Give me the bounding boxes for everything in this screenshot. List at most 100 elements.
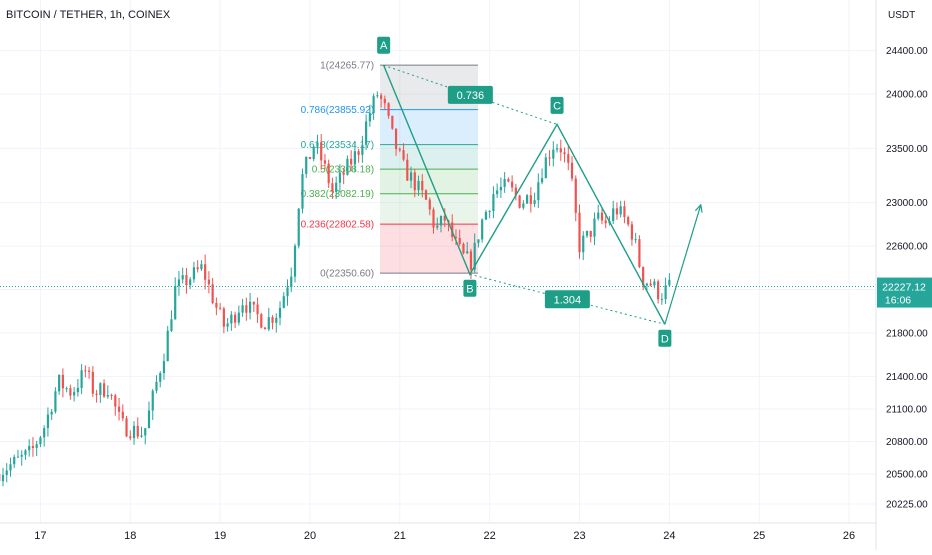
candle-body <box>350 159 352 165</box>
time-tick-label: 24 <box>663 530 675 542</box>
candle-body <box>227 323 229 326</box>
price-tick-label: 20500.00 <box>886 470 928 481</box>
candle-body <box>575 179 577 213</box>
candle-body <box>316 142 318 146</box>
candle-body <box>268 317 270 329</box>
candle-body <box>309 157 311 159</box>
candle-body <box>578 213 580 253</box>
candle-body <box>380 95 382 99</box>
fib-level-label: 0(22350.60) <box>320 269 374 280</box>
candle-body <box>567 154 569 163</box>
candle-body <box>605 220 607 223</box>
candle-body <box>133 426 135 438</box>
point-label: D <box>661 333 669 345</box>
projection-arrow-line[interactable] <box>665 205 701 324</box>
candle-body <box>492 194 494 211</box>
candle-body <box>635 239 637 240</box>
candle-body <box>107 395 109 397</box>
candle-body <box>122 412 124 419</box>
candle-body <box>571 163 573 179</box>
candle-body <box>369 113 371 121</box>
candle-body <box>665 285 667 299</box>
price-tick-label: 21800.00 <box>886 328 928 339</box>
candle-body <box>533 200 535 204</box>
candle-body <box>260 314 262 327</box>
candle-body <box>66 388 68 389</box>
candle-body <box>208 280 210 285</box>
candle-body <box>324 160 326 163</box>
candle-body <box>631 224 633 239</box>
candle-body <box>481 220 483 240</box>
candle-body <box>271 317 273 323</box>
last-price-value: 22227.12 <box>882 282 926 294</box>
point-label: B <box>466 283 473 295</box>
candle-body <box>500 187 502 190</box>
candle-body <box>58 375 60 391</box>
candle-body <box>84 370 86 371</box>
price-tick-label: 23000.00 <box>886 198 928 209</box>
candle-body <box>286 287 288 296</box>
price-axis[interactable] <box>876 0 932 550</box>
candle-body <box>657 281 659 299</box>
point-label: C <box>553 100 561 112</box>
candle-body <box>563 152 565 154</box>
candle-body <box>436 226 438 228</box>
candle-body <box>283 296 285 308</box>
candle-body <box>256 305 258 315</box>
candle-body <box>466 251 468 253</box>
candle-body <box>410 172 412 180</box>
candle-body <box>459 238 461 244</box>
candle-body <box>612 208 614 221</box>
candle-body <box>593 219 595 237</box>
candle-body <box>485 212 487 220</box>
candle-body <box>197 267 199 269</box>
time-tick-label: 18 <box>124 530 136 542</box>
candle-body <box>137 426 139 437</box>
candle-body <box>118 407 120 412</box>
candle-body <box>511 182 513 188</box>
symbol-title: BITCOIN / TETHER, 1h, COINEX <box>6 9 170 21</box>
candle-body <box>200 264 202 269</box>
candle-body <box>298 209 300 246</box>
candle-body <box>294 246 296 277</box>
candle-body <box>623 206 625 217</box>
candle-body <box>99 383 101 395</box>
candle-body <box>144 428 146 435</box>
time-tick-label: 23 <box>573 530 585 542</box>
candle-body <box>13 457 15 464</box>
candle-body <box>185 275 187 285</box>
candle-body <box>526 195 528 203</box>
candle-body <box>421 181 423 190</box>
candle-body <box>653 281 655 285</box>
candle-body <box>361 145 363 155</box>
candle-body <box>616 208 618 214</box>
candle-body <box>174 286 176 319</box>
candle-body <box>167 331 169 361</box>
candle-body <box>234 315 236 323</box>
candle-body <box>556 148 558 149</box>
candle-body <box>395 129 397 149</box>
candle-body <box>275 318 277 323</box>
candle-body <box>159 373 161 382</box>
candle-body <box>215 303 217 308</box>
candle-body <box>530 195 532 204</box>
candle-body <box>391 116 393 129</box>
candle-body <box>328 164 330 184</box>
candle-body <box>406 160 408 181</box>
candle-body <box>477 239 479 242</box>
candle-body <box>582 236 584 253</box>
candle-body <box>384 99 386 103</box>
ratio-badge-label: 0.736 <box>457 90 485 102</box>
candle-body <box>36 444 38 448</box>
candle-body <box>140 435 142 436</box>
candle-body <box>590 231 592 237</box>
candle-body <box>163 361 165 373</box>
candle-body <box>241 305 243 312</box>
candle-body <box>429 200 431 210</box>
candle-body <box>387 103 389 116</box>
ratio-badge-label: 1.304 <box>554 294 582 306</box>
candle-body <box>552 150 554 159</box>
candle-body <box>320 142 322 160</box>
